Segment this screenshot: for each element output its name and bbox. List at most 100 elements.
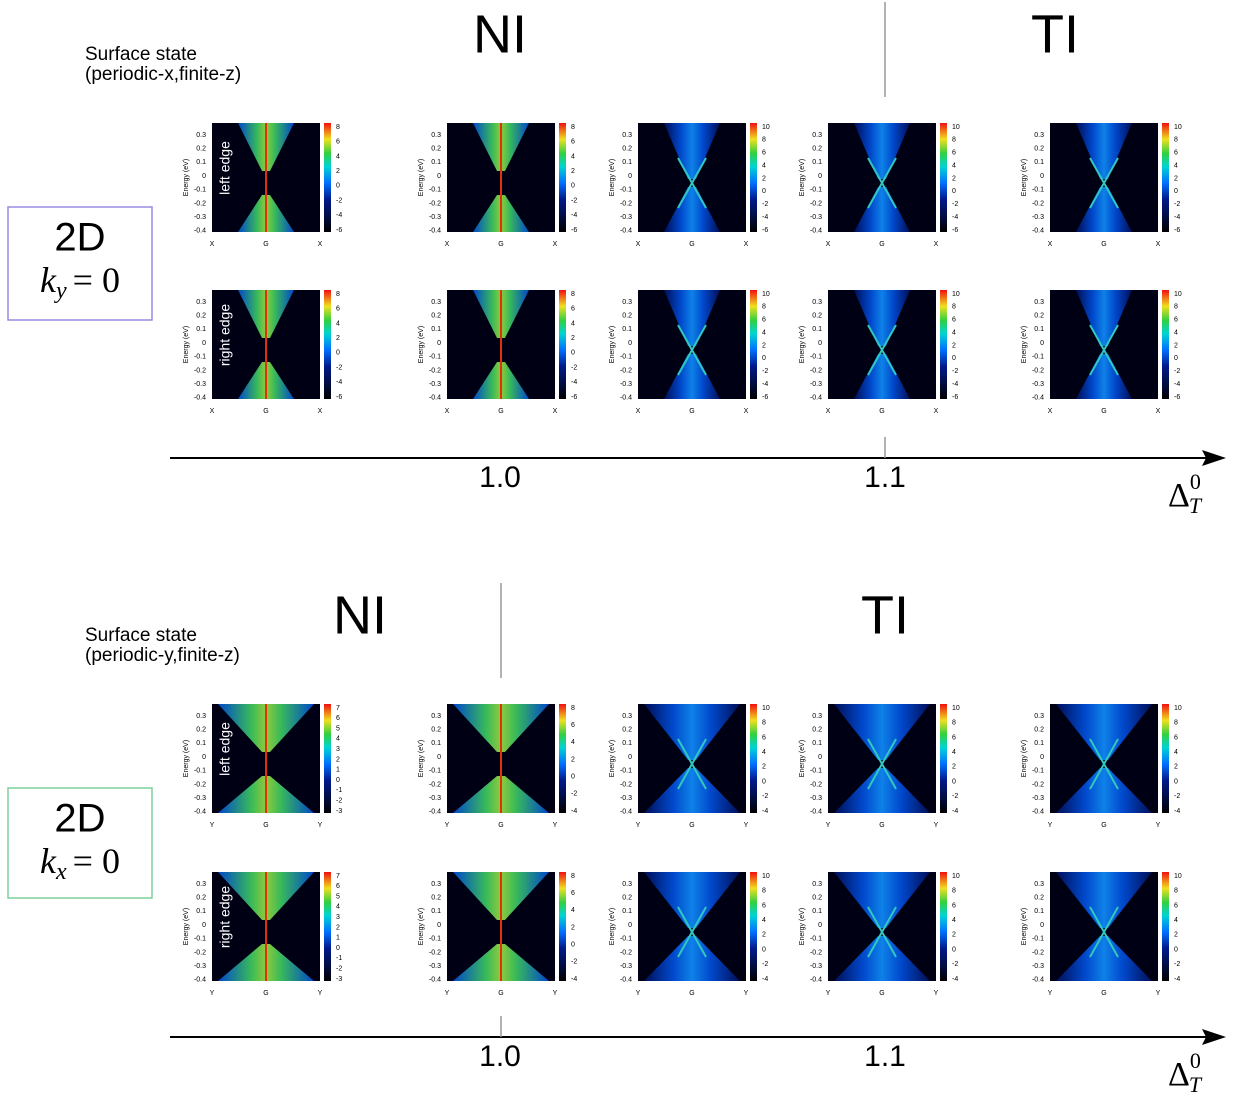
energy-tick-label: 0.3 <box>431 713 441 720</box>
energy-tick-label: 0 <box>437 922 441 929</box>
k-tick-label: X <box>1048 408 1053 415</box>
energy-tick-label: 0.1 <box>196 326 206 333</box>
energy-tick-label: -0.4 <box>1032 809 1044 816</box>
energy-tick-label: -0.4 <box>810 395 822 402</box>
colorbar-tick-label: 8 <box>952 720 956 727</box>
axis-symbol: Δ <box>1168 1056 1190 1093</box>
edge-label: left edge <box>217 722 233 776</box>
colorbar-tick-label: 2 <box>762 932 766 939</box>
edge-label: right edge <box>217 304 233 366</box>
colorbar-tick-label: 2 <box>336 335 340 342</box>
k-tick-label: G <box>498 408 503 415</box>
upper-band <box>664 123 720 179</box>
energy-tick-label: 0.3 <box>1034 881 1044 888</box>
momentum-label: ky = 0 <box>40 260 120 303</box>
lower-band <box>664 353 720 399</box>
energy-tick-label: -0.4 <box>620 228 632 235</box>
energy-tick-label: -0.1 <box>620 354 632 361</box>
dimension-box <box>7 787 153 899</box>
colorbar <box>750 872 757 981</box>
section-title: Surface state <box>85 625 197 646</box>
colorbar-tick-label: 0 <box>571 350 575 357</box>
energy-tick-label: -0.3 <box>194 963 206 970</box>
energy-tick-label: 0.1 <box>812 908 822 915</box>
energy-tick-label: 0.2 <box>431 727 441 734</box>
k-tick-label: G <box>498 990 503 997</box>
axis-sub: T <box>1189 493 1203 518</box>
colorbar <box>324 704 331 813</box>
energy-tick-label: 0.1 <box>812 740 822 747</box>
colorbar-tick-label: 0 <box>762 355 766 362</box>
spectrum-panel: 0.3 0.2 0.1 0 -0.1 -0.2 -0.3 -0.4 Energy (eV) Y G Y… <box>799 704 960 829</box>
energy-tick-label: -0.3 <box>429 381 441 388</box>
spectrum-panel: 0.3 0.2 0.1 0 -0.1 -0.2 -0.3 -0.4 Energy (eV) Y G Y… <box>799 872 960 997</box>
energy-axis-label: Energy (eV) <box>183 159 190 196</box>
axis-tick-label: 1.1 <box>864 461 906 494</box>
energy-tick-label: -0.3 <box>810 963 822 970</box>
k-tick-label: G <box>263 822 268 829</box>
energy-tick-label: 0.1 <box>196 740 206 747</box>
colorbar-tick-label: 2 <box>762 175 766 182</box>
colorbar-tick-label: 8 <box>1174 137 1178 144</box>
colorbar-tick-label: 6 <box>1174 150 1178 157</box>
energy-tick-label: 0.2 <box>1034 313 1044 320</box>
k-tick-label: Y <box>1048 990 1053 997</box>
colorbar-tick-label: 6 <box>571 890 575 897</box>
colorbar-tick-label: 4 <box>952 329 956 336</box>
colorbar-tick-label: 6 <box>952 902 956 909</box>
colorbar-tick-label: 0 <box>952 355 956 362</box>
colorbar-tick-label: 2 <box>336 168 340 175</box>
colorbar-tick-label: 0 <box>952 946 956 953</box>
colorbar-tick-label: 10 <box>1174 873 1182 880</box>
colorbar-tick-label: 4 <box>571 907 575 914</box>
colorbar-tick-label: 6 <box>336 715 340 722</box>
energy-tick-label: 0.3 <box>812 132 822 139</box>
energy-tick-label: -0.3 <box>194 214 206 221</box>
colorbar-tick-label: -2 <box>762 961 768 968</box>
energy-axis-label: Energy (eV) <box>799 326 806 363</box>
phase-label: TI <box>1031 4 1079 64</box>
energy-tick-label: -0.3 <box>810 381 822 388</box>
energy-tick-label: -0.1 <box>194 354 206 361</box>
energy-tick-label: 0.1 <box>196 159 206 166</box>
energy-tick-label: -0.3 <box>429 963 441 970</box>
energy-tick-label: 0.1 <box>431 740 441 747</box>
energy-tick-label: 0.1 <box>431 908 441 915</box>
momentum-eq: = 0 <box>73 841 120 881</box>
k-tick-label: X <box>636 408 641 415</box>
k-tick-label: G <box>263 241 268 248</box>
lower-band <box>854 353 910 399</box>
energy-axis-label: Energy (eV) <box>1021 908 1028 945</box>
axis-arrow <box>1202 1029 1226 1045</box>
energy-tick-label: 0 <box>202 340 206 347</box>
energy-tick-label: 0.2 <box>622 895 632 902</box>
energy-tick-label: 0.3 <box>622 299 632 306</box>
energy-axis-label: Energy (eV) <box>183 740 190 777</box>
colorbar-tick-label: 2 <box>336 924 340 931</box>
energy-axis-label: Energy (eV) <box>418 159 425 196</box>
colorbar-tick-label: 6 <box>1174 734 1178 741</box>
colorbar-tick-label: -6 <box>952 227 958 234</box>
k-tick-label: Y <box>210 822 215 829</box>
momentum-eq: = 0 <box>73 260 120 300</box>
spectrum-panel: 0.3 0.2 0.1 0 -0.1 -0.2 -0.3 -0.4 Energy (eV) X G X… <box>1021 123 1182 248</box>
colorbar-tick-label: 0 <box>952 778 956 785</box>
k-tick-label: Y <box>826 822 831 829</box>
energy-axis-label: Energy (eV) <box>609 159 616 196</box>
energy-tick-label: -0.1 <box>429 768 441 775</box>
k-tick-label: Y <box>1156 822 1161 829</box>
colorbar <box>750 290 757 399</box>
upper-band <box>834 704 930 760</box>
colorbar-tick-label: 6 <box>1174 317 1178 324</box>
energy-tick-label: -0.1 <box>810 354 822 361</box>
colorbar-tick-label: -4 <box>762 808 768 815</box>
energy-tick-label: 0.1 <box>1034 908 1044 915</box>
energy-tick-label: -0.2 <box>810 367 822 374</box>
colorbar-tick-label: 2 <box>952 764 956 771</box>
colorbar-tick-label: 6 <box>952 734 956 741</box>
k-tick-label: G <box>879 241 884 248</box>
energy-tick-label: -0.3 <box>620 381 632 388</box>
energy-tick-label: 0.1 <box>431 326 441 333</box>
energy-tick-label: -0.1 <box>194 768 206 775</box>
colorbar <box>940 290 947 399</box>
